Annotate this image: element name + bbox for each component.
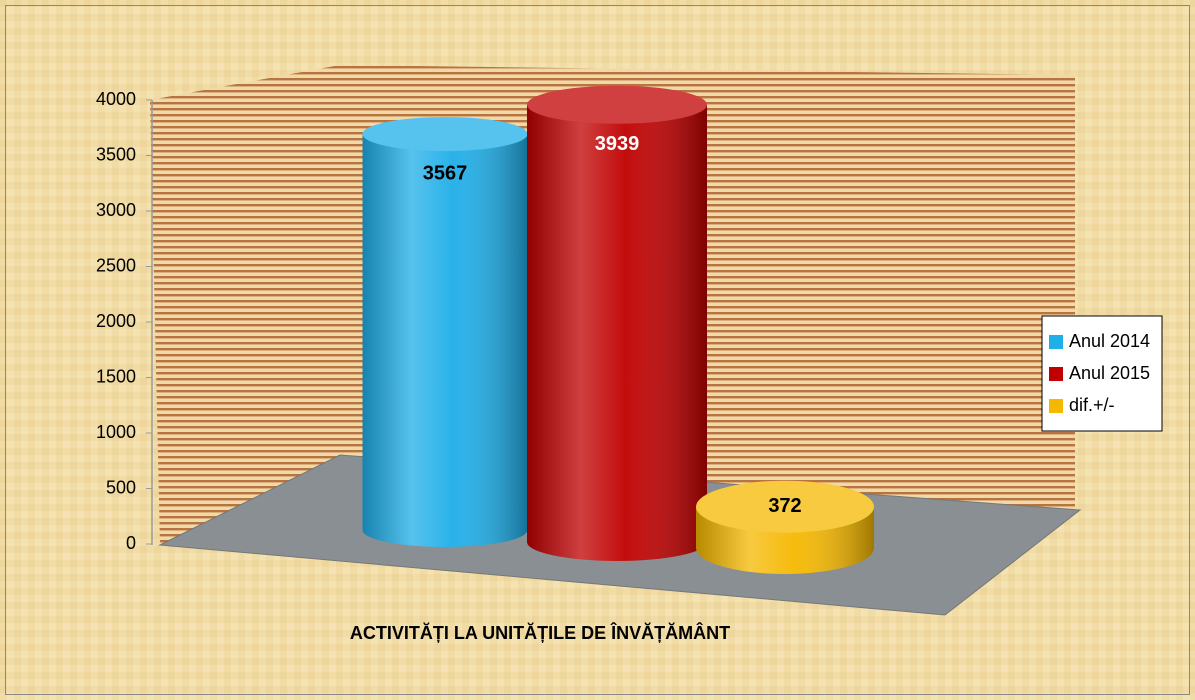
legend-swatch xyxy=(1049,367,1063,381)
cylinder-top-shine xyxy=(362,117,528,152)
y-tick-label: 3500 xyxy=(96,144,136,164)
data-label: 3567 xyxy=(423,162,468,184)
y-tick-label: 2000 xyxy=(96,311,136,331)
y-tick-label: 1000 xyxy=(96,422,136,442)
cylinder-shade xyxy=(527,104,707,562)
legend-swatch xyxy=(1049,335,1063,349)
cylinder-top-shine xyxy=(527,85,707,124)
legend-swatch xyxy=(1049,399,1063,413)
x-category-label: ACTIVITĂȚI LA UNITĂȚILE DE ÎNVĂȚĂMÂNT xyxy=(350,622,730,643)
cylinder-top xyxy=(527,85,707,124)
side-wall xyxy=(150,65,340,545)
y-tick-label: 3000 xyxy=(96,200,136,220)
legend-label: dif.+/- xyxy=(1069,395,1115,415)
cylinder-top xyxy=(362,117,528,152)
y-tick-label: 1500 xyxy=(96,366,136,386)
y-tick-label: 4000 xyxy=(96,89,136,109)
data-label: 3939 xyxy=(595,133,640,155)
legend-label: Anul 2015 xyxy=(1069,363,1150,383)
chart-border xyxy=(5,5,1190,695)
cylinder-top xyxy=(696,480,874,533)
y-tick-label: 0 xyxy=(126,533,136,553)
legend-label: Anul 2014 xyxy=(1069,331,1150,351)
data-label: 372 xyxy=(768,495,801,517)
cylinder-shade xyxy=(362,134,528,547)
y-tick-label: 500 xyxy=(106,477,136,497)
cylinder-top-shine xyxy=(696,480,874,533)
y-tick-label: 2500 xyxy=(96,255,136,275)
